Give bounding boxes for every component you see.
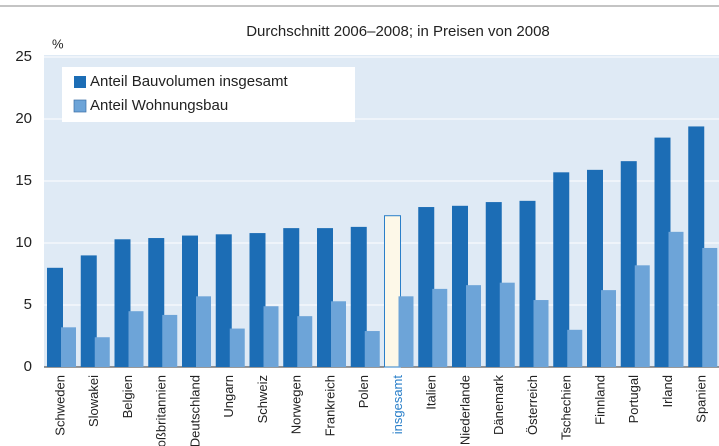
bar: [519, 200, 536, 367]
bar: [162, 314, 178, 367]
y-tick-label: 15: [15, 172, 32, 189]
bar: [283, 228, 300, 367]
bar: [688, 126, 705, 367]
bar: [499, 282, 515, 367]
x-tick-label: Dänemark: [491, 375, 506, 435]
bar: [350, 226, 367, 367]
x-tick-label: Portugal: [626, 375, 641, 424]
x-tick-label: Tschechien: [559, 375, 574, 440]
x-tick-label: Deutschland: [187, 375, 202, 446]
bar: [620, 161, 637, 367]
x-tick-label: Irland: [660, 375, 675, 408]
bar: [249, 233, 266, 367]
legend-swatch: [74, 76, 86, 88]
x-tick-label: Großbritannien: [154, 375, 169, 446]
x-tick-label: Schweden: [52, 375, 67, 436]
y-tick-label: 5: [24, 296, 32, 313]
bar: [668, 231, 684, 367]
y-tick-label: 25: [15, 48, 32, 65]
x-tick-label: Ungarn: [221, 375, 236, 418]
x-tick-label: insgesamt: [390, 375, 405, 435]
legend-box: [62, 67, 355, 122]
bar: [587, 169, 603, 367]
x-tick-label: Niederlande: [457, 375, 472, 445]
bar: [398, 296, 414, 367]
legend-swatch: [73, 99, 87, 113]
bar: [331, 301, 346, 367]
chart-title: Durchschnitt 2006–2008; in Preisen von 2…: [246, 23, 550, 40]
bar: [432, 288, 448, 367]
bar: [654, 137, 671, 367]
bar: [601, 290, 616, 367]
bar: [263, 306, 279, 367]
bar: [317, 228, 333, 367]
x-tick-label: Finnland: [592, 375, 607, 425]
x-tick-label: Österreich: [525, 375, 540, 435]
bar: [634, 265, 650, 367]
bar: [47, 267, 63, 367]
x-tick-label: Polen: [356, 375, 371, 408]
bar: [364, 331, 380, 367]
y-tick-label: 10: [15, 234, 32, 251]
bar: [297, 316, 313, 367]
y-axis-label: %: [52, 36, 64, 51]
x-tick-label: Spanien: [694, 375, 709, 423]
x-tick-label: Italien: [424, 375, 439, 410]
bar: [452, 205, 468, 367]
legend-label: Anteil Wohnungsbau: [90, 97, 228, 114]
bar: [702, 247, 718, 367]
y-tick-label: 20: [15, 110, 32, 127]
x-tick-label: Schweiz: [255, 375, 270, 423]
x-tick-label: Belgien: [120, 375, 135, 418]
x-tick-label: Frankreich: [322, 375, 337, 436]
bar: [418, 207, 435, 367]
bar: [182, 235, 198, 367]
bar: [196, 296, 211, 367]
bar: [567, 329, 583, 367]
bar: [94, 337, 110, 367]
legend-label: Anteil Bauvolumen insgesamt: [90, 73, 288, 90]
bar: [384, 215, 401, 368]
bar: [533, 300, 549, 367]
bar: [148, 238, 165, 367]
bar: [128, 311, 144, 367]
bar: [553, 172, 570, 367]
x-tick-label: Slowakei: [86, 375, 101, 427]
bar: [229, 328, 245, 367]
bar: [466, 285, 481, 367]
bar: [114, 239, 131, 367]
x-tick-label: Norwegen: [289, 375, 304, 434]
bar: [215, 234, 232, 367]
bar: [485, 202, 502, 367]
y-tick-label: 0: [24, 358, 32, 375]
bar: [61, 327, 76, 367]
bar: [80, 255, 97, 367]
